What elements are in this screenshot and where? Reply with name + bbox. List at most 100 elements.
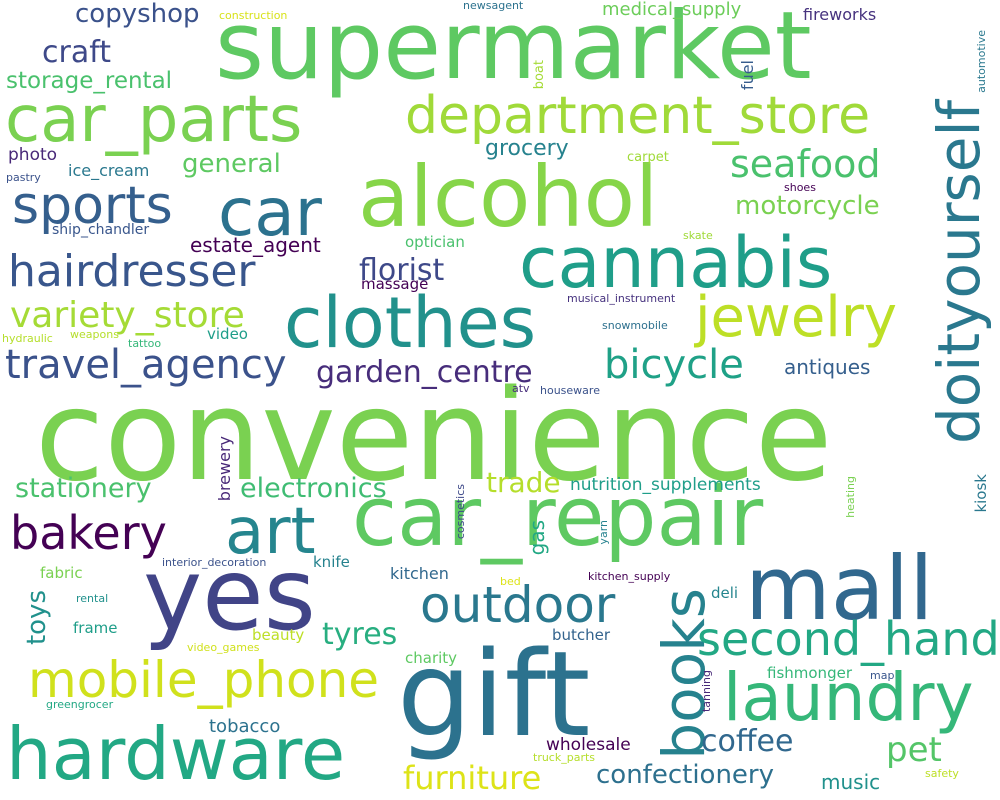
word-antiques: antiques bbox=[784, 355, 871, 379]
word-doityourself: doityourself bbox=[925, 100, 993, 445]
word-hydraulic: hydraulic bbox=[2, 332, 53, 345]
word-convenience: convenience bbox=[35, 362, 833, 509]
word-bakery: bakery bbox=[10, 506, 167, 560]
word-optician: optician bbox=[405, 233, 465, 251]
word-art: art bbox=[225, 495, 316, 569]
word-furniture: furniture bbox=[403, 759, 542, 797]
word-confectionery: confectionery bbox=[596, 760, 775, 790]
word-grocery: grocery bbox=[485, 136, 569, 161]
word-sports: sports bbox=[12, 176, 173, 236]
word-travel-agency: travel_agency bbox=[5, 342, 287, 388]
word-musical-instrument: musical_instrument bbox=[567, 292, 676, 305]
word-pastry: pastry bbox=[6, 171, 41, 184]
word-storage-rental: storage_rental bbox=[6, 68, 173, 94]
word-laundry: laundry bbox=[723, 659, 974, 736]
word-kiosk: kiosk bbox=[972, 474, 990, 513]
word-cosmetics: cosmetics bbox=[454, 484, 467, 540]
word-snowmobile: snowmobile bbox=[602, 319, 668, 332]
word-fireworks: fireworks bbox=[803, 5, 877, 24]
word-shoes: shoes bbox=[784, 181, 816, 194]
word-carpet: carpet bbox=[627, 150, 669, 165]
word-skate: skate bbox=[683, 229, 713, 242]
word-knife: knife bbox=[313, 553, 350, 571]
word-greengrocer: greengrocer bbox=[46, 698, 114, 711]
word-photo: photo bbox=[8, 145, 58, 165]
word-hardware: hardware bbox=[6, 712, 346, 796]
word-coffee: coffee bbox=[701, 724, 794, 759]
word-supermarket: supermarket bbox=[215, 0, 812, 101]
word-tobacco: tobacco bbox=[209, 716, 281, 737]
word-motorcycle: motorcycle bbox=[735, 191, 880, 221]
word-craft: craft bbox=[42, 35, 112, 70]
word-kitchen: kitchen bbox=[390, 564, 449, 583]
word-fuel: fuel bbox=[738, 60, 757, 91]
word-brewery: brewery bbox=[215, 436, 234, 502]
word-video-games: video_games bbox=[187, 641, 260, 654]
word-second-hand: second_hand bbox=[697, 612, 1000, 666]
word-butcher: butcher bbox=[552, 626, 611, 644]
word-cannabis: cannabis bbox=[519, 222, 833, 304]
word-bed: bed bbox=[500, 575, 521, 588]
word-newsagent: newsagent bbox=[463, 0, 524, 12]
word-ship-chandler: ship_chandler bbox=[52, 222, 150, 238]
word-deli: deli bbox=[711, 584, 739, 602]
word-general: general bbox=[182, 149, 281, 179]
word-car-repair: car_repair bbox=[352, 470, 764, 565]
word-fabric: fabric bbox=[40, 564, 83, 582]
word-nutrition-supplements: nutrition_supplements bbox=[570, 475, 761, 495]
word-medical-supply: medical_supply bbox=[602, 0, 742, 20]
word-stationery: stationery bbox=[15, 473, 152, 504]
word-tattoo: tattoo bbox=[128, 337, 162, 350]
word-jewelry: jewelry bbox=[695, 285, 897, 350]
word-weapons: weapons bbox=[70, 328, 119, 341]
word-tyres: tyres bbox=[322, 617, 398, 652]
word-music: music bbox=[821, 770, 881, 794]
word-kitchen-supply: kitchen_supply bbox=[588, 570, 671, 583]
word-florist: florist bbox=[359, 253, 445, 288]
word-estate-agent: estate_agent bbox=[190, 233, 321, 257]
word-hairdresser: hairdresser bbox=[8, 246, 256, 297]
word-seafood: seafood bbox=[730, 142, 881, 186]
word-outdoor: outdoor bbox=[420, 576, 616, 634]
word-ice-cream: ice_cream bbox=[68, 161, 150, 180]
word-fishmonger: fishmonger bbox=[767, 664, 852, 682]
word-alcohol: alcohol bbox=[358, 148, 659, 246]
word-gas: gas bbox=[525, 520, 549, 556]
word-mobile-phone: mobile_phone bbox=[28, 651, 380, 709]
word-trade: trade bbox=[486, 466, 561, 499]
word-interior-decoration: interior_decoration bbox=[162, 556, 267, 569]
word-yes: yes bbox=[143, 536, 316, 653]
word-bicycle: bicycle bbox=[604, 342, 744, 388]
word-yarn: yarn bbox=[597, 520, 610, 545]
word-safety: safety bbox=[925, 767, 959, 780]
word-car-parts: car_parts bbox=[5, 83, 303, 157]
word-wholesale: wholesale bbox=[546, 735, 631, 755]
word-map: map bbox=[870, 669, 895, 682]
word-boat: boat bbox=[532, 60, 547, 90]
word-truck-parts: truck_parts bbox=[533, 751, 596, 764]
word-mall: mall bbox=[745, 537, 934, 640]
word-video: video bbox=[207, 325, 248, 343]
word-massage: massage bbox=[361, 275, 429, 293]
word-electronics: electronics bbox=[240, 473, 387, 504]
word-gift: gift bbox=[397, 625, 591, 763]
word-toys: toys bbox=[22, 590, 52, 646]
word-copyshop: copyshop bbox=[75, 0, 200, 29]
word-heating: heating bbox=[844, 476, 857, 518]
word-automotive: automotive bbox=[975, 30, 988, 93]
word-atv: atv bbox=[512, 382, 530, 395]
word-frame: frame bbox=[73, 619, 118, 637]
word-pet: pet bbox=[886, 730, 942, 770]
word-car: car bbox=[218, 174, 322, 251]
word-garden-centre: garden_centre bbox=[316, 355, 533, 390]
word-construction: construction bbox=[219, 9, 288, 22]
word-beauty: beauty bbox=[252, 626, 305, 644]
word-tanning: tanning bbox=[700, 670, 713, 713]
word-charity: charity bbox=[405, 649, 458, 667]
word-department-store: department_store bbox=[405, 86, 871, 146]
word-clothes: clothes bbox=[284, 282, 537, 364]
word-houseware: houseware bbox=[540, 384, 600, 397]
word-variety-store: variety_store bbox=[10, 295, 245, 336]
word-rental: rental bbox=[76, 592, 109, 605]
